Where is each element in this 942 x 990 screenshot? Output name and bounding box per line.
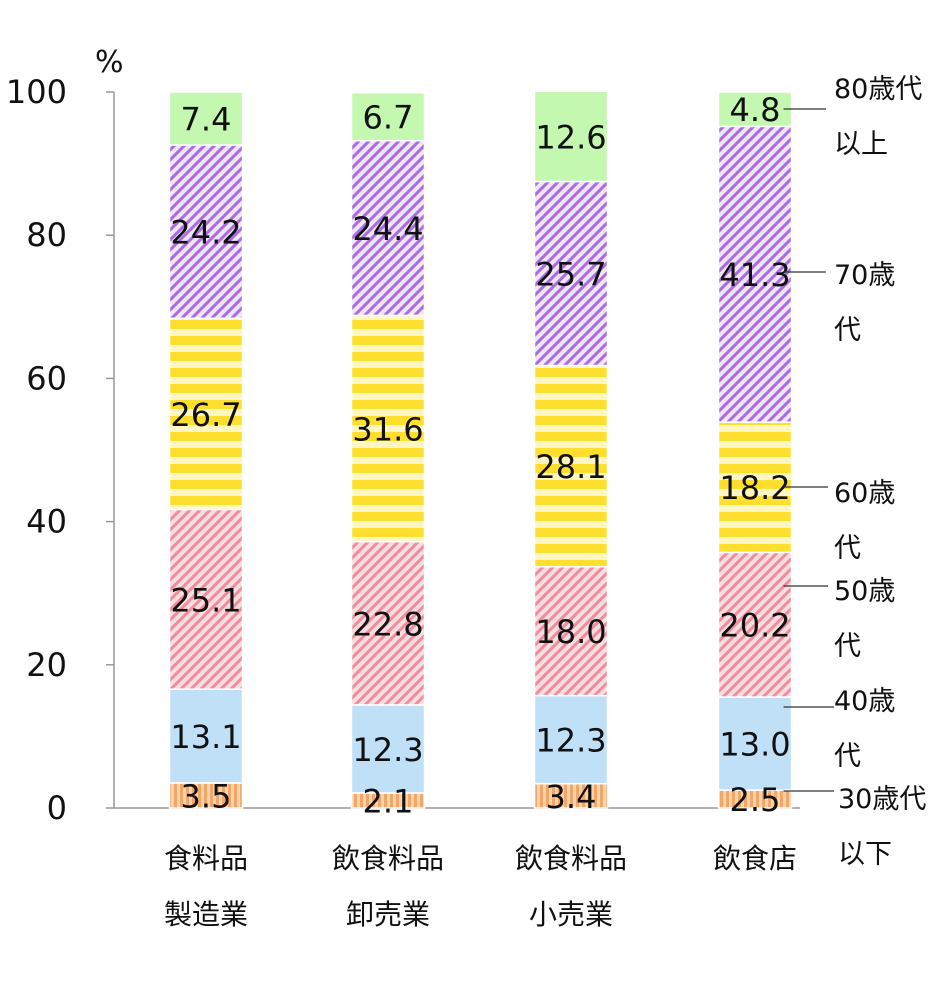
data-label: 24.4 bbox=[352, 210, 423, 248]
data-label: 2.5 bbox=[730, 781, 781, 819]
bar-segment bbox=[717, 125, 793, 423]
data-label: 20.2 bbox=[719, 607, 790, 645]
data-label: 12.3 bbox=[535, 722, 606, 760]
y-tick-label: 0 bbox=[47, 789, 67, 827]
legend-label: 代 bbox=[834, 533, 861, 564]
category-label: 飲食店 bbox=[713, 842, 797, 875]
data-label: 13.0 bbox=[719, 726, 790, 764]
category-label: 製造業 bbox=[164, 898, 248, 931]
data-label: 2.1 bbox=[363, 782, 414, 820]
bar-segment bbox=[533, 90, 609, 183]
legend-label: 以上 bbox=[834, 129, 888, 160]
bar-segment bbox=[168, 782, 244, 809]
y-tick-label: 20 bbox=[26, 646, 67, 684]
bar-segment bbox=[350, 91, 426, 142]
data-label: 31.6 bbox=[352, 411, 423, 449]
y-tick-label: 40 bbox=[26, 503, 67, 541]
bar-segment bbox=[168, 508, 244, 690]
legend-label: 50歳 bbox=[834, 576, 895, 607]
data-label: 6.7 bbox=[363, 99, 414, 137]
bar-segment bbox=[717, 551, 793, 698]
data-label: 3.5 bbox=[181, 777, 232, 815]
y-tick-label: 100 bbox=[6, 73, 67, 111]
legend-label: 以下 bbox=[838, 839, 892, 870]
data-label: 41.3 bbox=[719, 256, 790, 294]
category-label: 飲食料品 bbox=[332, 842, 444, 875]
legend-label: 80歳代 bbox=[834, 74, 922, 105]
data-label: 18.2 bbox=[719, 469, 790, 507]
data-label: 26.7 bbox=[170, 396, 241, 434]
labels-layer: 3.5 13.1 25.1 26.7 24.2 7.4 2.1 12.3 22.8 31.6 24.… bbox=[170, 91, 790, 820]
data-label: 3.4 bbox=[546, 778, 597, 816]
data-label: 7.4 bbox=[181, 100, 232, 138]
bar-segment bbox=[168, 317, 244, 511]
data-label: 12.3 bbox=[352, 731, 423, 769]
bars-layer bbox=[168, 90, 793, 809]
bar-segment bbox=[717, 91, 793, 128]
bar-segment bbox=[533, 364, 609, 568]
bar-segment bbox=[533, 694, 609, 785]
legend-label: 代 bbox=[834, 631, 861, 662]
bar-segment bbox=[350, 314, 426, 543]
data-label: 25.7 bbox=[535, 256, 606, 294]
bar-segment bbox=[168, 91, 244, 146]
legend-label: 30歳代 bbox=[838, 784, 926, 815]
y-tick-label: 60 bbox=[26, 359, 67, 397]
y-tick-label: 80 bbox=[26, 216, 67, 254]
data-label: 24.2 bbox=[170, 214, 241, 252]
bar-segment bbox=[168, 688, 244, 784]
bar-segment bbox=[533, 565, 609, 697]
legend-label: 70歳 bbox=[834, 260, 895, 291]
category-label: 卸売業 bbox=[346, 898, 430, 931]
data-label: 22.8 bbox=[352, 605, 423, 643]
bar-segment bbox=[533, 180, 609, 367]
data-label: 25.1 bbox=[170, 581, 241, 619]
y-unit-label: % bbox=[95, 45, 124, 80]
bar-segment bbox=[350, 704, 426, 794]
category-label: 小売業 bbox=[529, 898, 613, 931]
bar-segment bbox=[350, 540, 426, 706]
bar-segment bbox=[168, 144, 244, 320]
legend-label: 40歳 bbox=[834, 686, 895, 717]
data-label: 4.8 bbox=[730, 91, 781, 129]
category-label: 飲食料品 bbox=[515, 842, 627, 875]
legend-label: 代 bbox=[834, 315, 861, 346]
data-label: 12.6 bbox=[535, 118, 606, 156]
bar-segment bbox=[350, 139, 426, 317]
data-label: 13.1 bbox=[170, 718, 241, 756]
legend-label: 代 bbox=[834, 741, 861, 772]
data-label: 18.0 bbox=[535, 613, 606, 651]
bar-segment bbox=[717, 696, 793, 791]
category-label: 食料品 bbox=[164, 842, 248, 875]
data-label: 28.1 bbox=[535, 448, 606, 486]
legend-label: 60歳 bbox=[834, 478, 895, 509]
